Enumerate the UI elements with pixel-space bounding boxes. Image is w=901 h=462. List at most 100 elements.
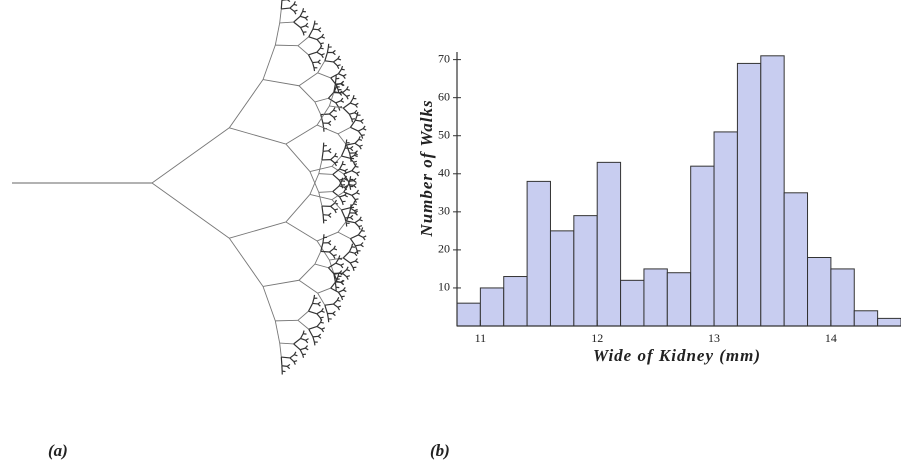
tree-branch [352, 193, 357, 196]
tree-branch [355, 220, 359, 223]
tree-branch [333, 174, 339, 180]
y-axis-label: Number of Walks [417, 99, 436, 237]
panel-label: (b) [430, 441, 450, 460]
tree-branch [355, 245, 360, 246]
tree-branch [347, 277, 349, 280]
tree-branch [350, 127, 358, 131]
bar [761, 56, 784, 326]
bar [667, 273, 690, 326]
tree-branch [229, 128, 286, 144]
tree-branch [338, 134, 347, 145]
tree-branch [329, 110, 333, 114]
tree-branch [314, 342, 315, 345]
tree-branch [317, 37, 322, 40]
tree-branch [363, 129, 366, 130]
tree-branch [343, 103, 350, 108]
tree-branch [339, 179, 344, 181]
bar [737, 63, 760, 326]
tree-branch [263, 280, 299, 286]
tree-branch [347, 96, 349, 99]
tree-branch [338, 290, 343, 292]
tree-branch [310, 172, 319, 193]
tree-branch [333, 313, 336, 315]
tree-branch [328, 151, 331, 153]
bar [457, 303, 480, 326]
tree-branch [301, 338, 306, 340]
tree-branch [333, 186, 339, 192]
tree-branch [333, 53, 336, 55]
tree-branch [313, 303, 318, 304]
tree-branch [350, 263, 353, 268]
tree-branch [299, 73, 318, 86]
tree-branch [318, 30, 320, 32]
tree-branch [335, 79, 336, 84]
tree-branch [317, 232, 338, 241]
tree-branch [286, 144, 310, 172]
tree-branch [358, 231, 361, 235]
tree-branch [299, 86, 315, 102]
bar [878, 318, 901, 326]
tree-branch [275, 23, 279, 45]
tree-branch [280, 343, 294, 344]
tree-branch [294, 11, 296, 14]
tree-branch [298, 320, 309, 329]
tree-branch [355, 253, 357, 256]
tree-branch [310, 174, 319, 195]
tree-branch [345, 195, 348, 197]
tree-branch [347, 213, 350, 221]
tree-branch [355, 223, 359, 227]
tree-branch [331, 156, 335, 160]
tree-branch [338, 292, 341, 296]
tree-branch [318, 288, 331, 293]
tree-branch [333, 300, 337, 304]
tree-branch [299, 264, 315, 280]
tree-branch [321, 322, 324, 323]
tree-branch [306, 26, 309, 28]
tree-branch [350, 148, 352, 150]
tree-branch [275, 321, 279, 343]
tree-branch [303, 355, 304, 358]
tree-branch [319, 174, 333, 175]
tree-branch [322, 151, 323, 160]
tree-branch [337, 66, 338, 69]
tree-branch [313, 298, 314, 303]
tree-branch [338, 232, 350, 238]
tree-branch [294, 4, 297, 5]
tree-branch [350, 98, 353, 103]
tree-branch [294, 22, 301, 27]
tree-branch [352, 119, 353, 122]
bar [480, 288, 503, 326]
tree-branch [337, 300, 340, 301]
tree-branch [354, 181, 357, 183]
tree-branch [309, 29, 313, 37]
tree-branch [306, 340, 308, 343]
tree-branch [325, 304, 334, 305]
tree-branch [341, 69, 344, 70]
tree-branch [350, 235, 358, 239]
tree-branch [333, 256, 334, 259]
tree-branch [322, 37, 325, 38]
tree-branch [317, 311, 322, 314]
tree-branch [334, 249, 337, 250]
tree-branch [319, 160, 322, 174]
tree-diagram [12, 0, 366, 374]
y-tick-label: 40 [438, 166, 450, 180]
tree-branch [357, 193, 360, 194]
bar [831, 269, 854, 326]
tree-branch [329, 249, 333, 252]
tree-branch [313, 63, 314, 68]
tree-branch [333, 192, 340, 197]
tree-branch [338, 127, 350, 133]
tree-branch [280, 22, 294, 23]
bar [527, 181, 550, 326]
tree-branch [336, 263, 341, 265]
tree-branch [355, 246, 357, 251]
x-tick-label: 12 [591, 331, 603, 345]
tree-branch [325, 305, 328, 313]
bar [644, 269, 667, 326]
tree-branch [317, 52, 322, 55]
tree-branch [301, 26, 306, 28]
tree-branch [338, 69, 341, 73]
tree-branch [340, 197, 343, 202]
tree-branch [350, 187, 351, 190]
